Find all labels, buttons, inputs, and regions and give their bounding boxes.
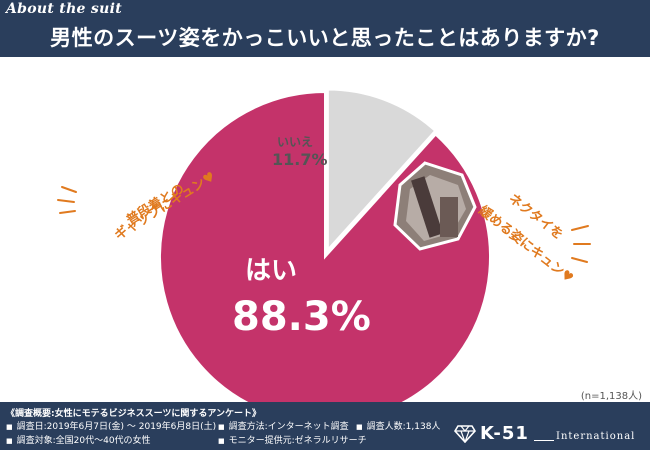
pie-slice-no: [326, 88, 437, 253]
slice-label-yes-name: はい: [245, 256, 297, 286]
callout-right: ネクタイを 緩める姿にキュン♥: [476, 191, 577, 286]
chart-area: 普段着との ギャップにキュン♥ ネクタイを 緩める姿にキュン♥ はい: [0, 57, 650, 423]
emphasis-lines-right: [571, 225, 591, 263]
page-header: About the suit 男性のスーツ姿をかっこいいと思ったことはありますか…: [0, 0, 650, 57]
survey-summary: 《調査概要:女性にモテるビジネススーツに関するアンケート》 調査日:2019年6…: [0, 402, 650, 450]
man-loosening-tie-photo: [393, 161, 477, 251]
sample-size-note: (n=1,138人): [580, 391, 642, 402]
survey-summary-title: 《調査概要:女性にモテるビジネススーツに関するアンケート》: [6, 409, 262, 419]
brand-sub: International: [556, 431, 636, 442]
slice-label-no-name: いいえ: [277, 135, 313, 149]
survey-target: 調査対象:全国20代〜40代の女性: [6, 433, 151, 446]
brand-name: K-51: [480, 423, 529, 444]
pie-slice-yes: [159, 90, 491, 423]
slice-label-yes: はい 88.3%: [232, 256, 371, 340]
survey-provider: モニター提供元:ゼネラルリサーチ: [218, 433, 367, 446]
diamond-icon: [454, 425, 476, 443]
page-title: 男性のスーツ姿をかっこいいと思ったことはありますか?: [50, 26, 600, 50]
slice-label-yes-value: 88.3%: [232, 294, 371, 340]
brand-rule: [534, 440, 554, 441]
slice-label-no-value: 11.7%: [272, 150, 328, 169]
survey-method: 調査方法:インターネット調査: [218, 419, 349, 432]
pie-chart: 普段着との ギャップにキュン♥ ネクタイを 緩める姿にキュン♥ はい: [57, 88, 591, 423]
survey-count: 調査人数:1,138人: [356, 419, 441, 432]
survey-date: 調査日:2019年6月7日(金) 〜 2019年6月8日(土): [6, 419, 217, 432]
section-tag: About the suit: [6, 1, 122, 17]
brand-logo: K-51 International: [454, 423, 644, 445]
slice-label-no: いいえ 11.7%: [272, 135, 328, 169]
emphasis-lines-left: [57, 186, 77, 214]
